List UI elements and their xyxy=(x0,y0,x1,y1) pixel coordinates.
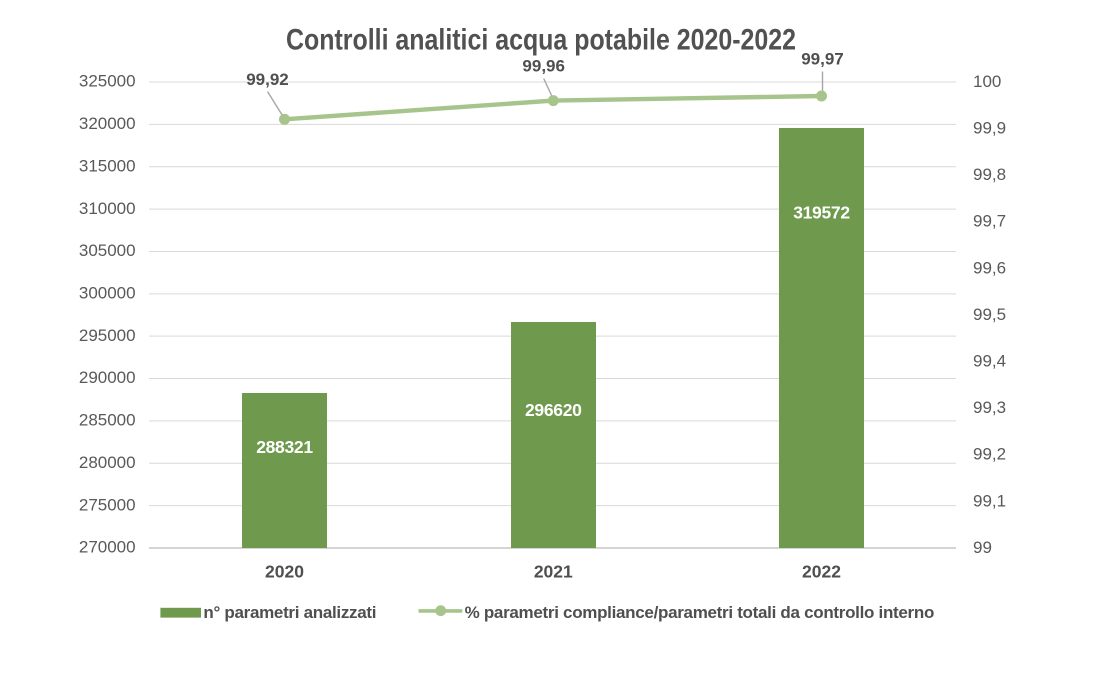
svg-text:99: 99 xyxy=(973,538,992,557)
svg-text:99,6: 99,6 xyxy=(973,258,1006,277)
svg-text:280000: 280000 xyxy=(79,453,136,472)
svg-text:99,5: 99,5 xyxy=(973,305,1006,324)
svg-text:300000: 300000 xyxy=(79,284,136,303)
svg-text:2020: 2020 xyxy=(265,562,304,582)
svg-text:305000: 305000 xyxy=(79,241,136,260)
svg-text:320000: 320000 xyxy=(79,114,136,133)
svg-text:310000: 310000 xyxy=(79,199,136,218)
svg-text:n° parametri analizzati: n° parametri analizzati xyxy=(203,603,376,622)
svg-text:99,8: 99,8 xyxy=(973,165,1006,184)
svg-text:99,96: 99,96 xyxy=(522,57,565,76)
svg-text:% parametri compliance/paramet: % parametri compliance/parametri totali … xyxy=(465,603,934,622)
svg-text:325000: 325000 xyxy=(79,72,136,91)
svg-text:285000: 285000 xyxy=(79,411,136,430)
svg-text:99,4: 99,4 xyxy=(973,352,1006,371)
svg-text:99,1: 99,1 xyxy=(973,491,1006,510)
svg-text:99,3: 99,3 xyxy=(973,398,1006,417)
svg-text:288321: 288321 xyxy=(256,437,313,457)
svg-text:100: 100 xyxy=(973,72,1001,91)
svg-text:99,97: 99,97 xyxy=(801,50,844,69)
svg-text:295000: 295000 xyxy=(79,326,136,345)
svg-text:99,7: 99,7 xyxy=(973,212,1006,231)
svg-text:2021: 2021 xyxy=(534,562,573,582)
svg-text:290000: 290000 xyxy=(79,368,136,387)
svg-text:315000: 315000 xyxy=(79,156,136,175)
svg-text:99,2: 99,2 xyxy=(973,445,1006,464)
svg-text:296620: 296620 xyxy=(525,400,582,420)
svg-text:2022: 2022 xyxy=(802,562,841,582)
svg-text:99,9: 99,9 xyxy=(973,119,1006,138)
svg-text:270000: 270000 xyxy=(79,538,136,557)
svg-text:99,92: 99,92 xyxy=(246,70,289,89)
svg-text:Controlli analitici acqua pota: Controlli analitici acqua potabile 2020-… xyxy=(286,24,796,57)
svg-text:275000: 275000 xyxy=(79,495,136,514)
svg-text:319572: 319572 xyxy=(793,203,850,223)
